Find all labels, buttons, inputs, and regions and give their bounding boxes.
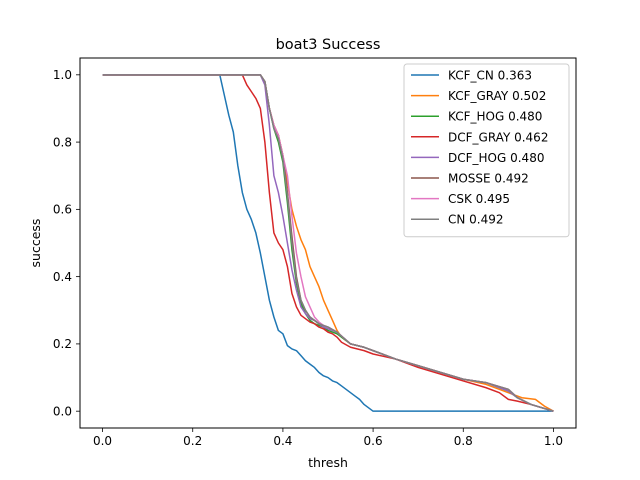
x-tick-label: 0.4: [273, 434, 292, 448]
x-axis-ticks: 0.0 0.2 0.4 0.6 0.8 1.0: [93, 428, 563, 448]
x-tick-label: 0.6: [364, 434, 383, 448]
legend-box: [403, 63, 570, 238]
y-tick-label: 0.6: [53, 203, 72, 217]
y-tick-label: 0.0: [53, 404, 72, 418]
axes-frame: [79, 57, 577, 429]
legend-label-3: DCF_GRAY 0.462: [448, 130, 548, 144]
x-tick-label: 0.2: [183, 434, 202, 448]
legend-label-1: KCF_GRAY 0.502: [448, 89, 546, 103]
chart-title: boat3 Success: [276, 37, 381, 53]
series-line-7: [102, 74, 554, 412]
series-line-0: [102, 74, 554, 412]
x-tick-label: 0.8: [454, 434, 473, 448]
legend-label-6: CSK 0.495: [448, 192, 510, 206]
legend-label-2: KCF_HOG 0.480: [448, 110, 542, 124]
series-line-3: [102, 74, 554, 412]
x-tick-label: 1.0: [544, 434, 563, 448]
x-tick-label: 0.0: [93, 434, 112, 448]
x-axis-label: thresh: [308, 455, 348, 470]
legend: KCF_CN 0.363 KCF_GRAY 0.502 KCF_HOG 0.480 D…: [403, 63, 570, 238]
legend-label-7: CN 0.492: [448, 213, 504, 227]
legend-label-0: KCF_CN 0.363: [448, 69, 532, 83]
y-tick-label: 1.0: [53, 68, 72, 82]
y-tick-label: 0.4: [53, 270, 72, 284]
y-tick-label: 0.8: [53, 135, 72, 149]
legend-label-4: DCF_HOG 0.480: [448, 151, 544, 165]
y-axis-ticks: 0.0 0.2 0.4 0.6 0.8 1.0: [53, 68, 80, 418]
plot-area: [102, 74, 554, 412]
y-axis-label: success: [28, 219, 43, 268]
legend-label-5: MOSSE 0.492: [448, 172, 529, 186]
y-tick-label: 0.2: [53, 337, 72, 351]
